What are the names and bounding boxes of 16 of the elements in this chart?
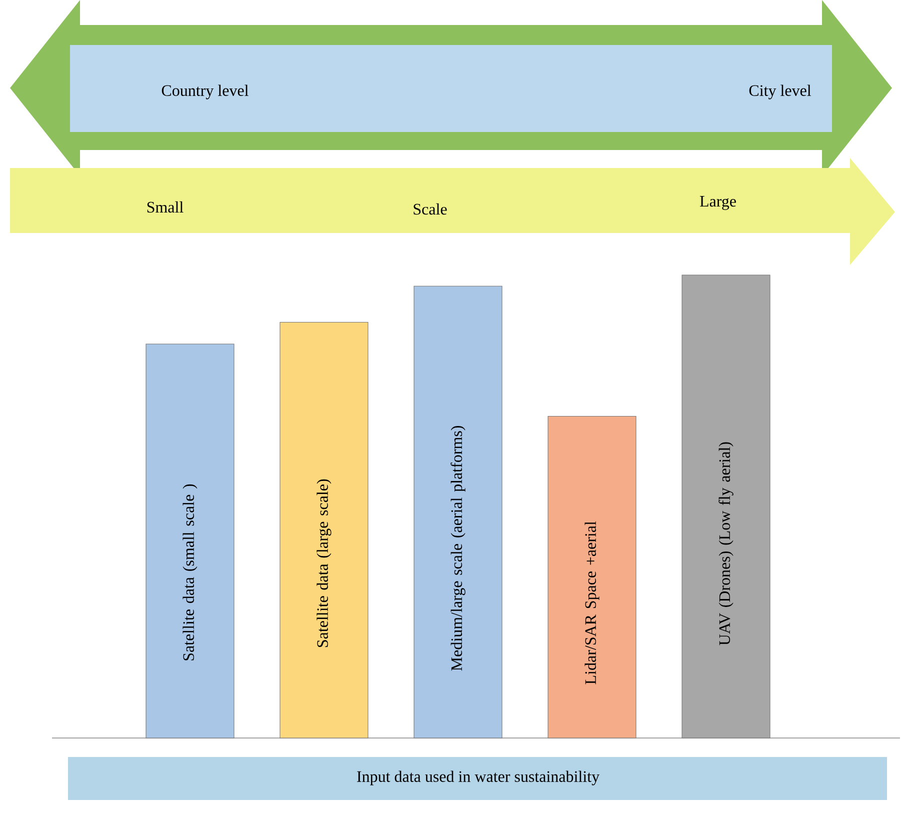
x-tick-label: Lidar/SAR Space +aerial: [584, 521, 600, 684]
text: Large: [700, 196, 736, 210]
bar: [146, 344, 234, 738]
bar: [414, 286, 502, 738]
x-axis-title: Input data used in water sustainability: [357, 770, 600, 786]
text: Country level: [162, 84, 248, 100]
bar: [548, 416, 636, 738]
text: Scale: [414, 203, 447, 215]
bar: [280, 322, 368, 738]
x-tick-label: Satellite data (small scale ): [182, 484, 198, 660]
text: City level: [749, 84, 812, 100]
text: Small: [147, 201, 184, 213]
bar: [682, 274, 770, 738]
x-tick-label: UAV (Drones) (Low fly aerial): [718, 442, 734, 646]
x-tick-label: Satellite data (large scale): [316, 479, 332, 648]
x-tick-label: Medium/large scale (aerial platforms): [450, 426, 466, 671]
